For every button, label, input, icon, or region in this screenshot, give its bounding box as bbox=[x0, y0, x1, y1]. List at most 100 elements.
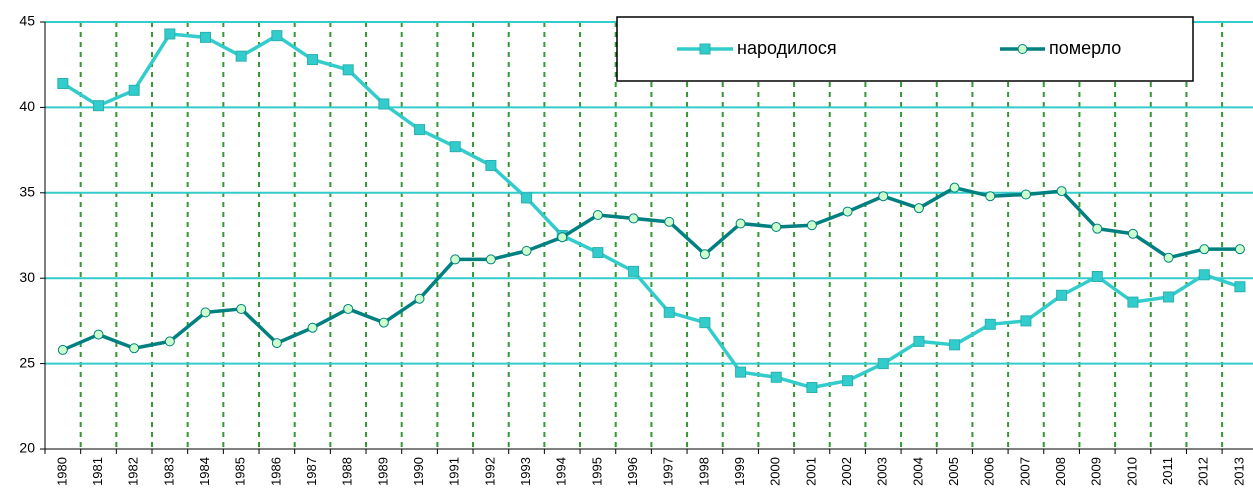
x-tick-label: 1985 bbox=[233, 457, 248, 486]
data-point bbox=[806, 220, 817, 231]
x-tick-label: 2006 bbox=[982, 457, 997, 486]
x-tick-label: 1989 bbox=[375, 457, 390, 486]
x-tick-label: 2005 bbox=[946, 457, 961, 486]
data-point bbox=[378, 98, 390, 110]
data-point bbox=[699, 317, 711, 329]
data-point bbox=[592, 210, 603, 221]
x-tick-label: 1983 bbox=[161, 457, 176, 486]
data-point bbox=[93, 100, 105, 112]
data-point bbox=[770, 371, 782, 383]
x-tick-label: 2003 bbox=[875, 457, 890, 486]
data-point bbox=[128, 84, 140, 96]
x-tick-label: 1997 bbox=[661, 457, 676, 486]
data-point bbox=[984, 318, 996, 330]
data-point bbox=[842, 206, 853, 217]
x-tick-label: 1984 bbox=[197, 457, 212, 486]
data-point bbox=[842, 375, 854, 387]
data-point bbox=[1163, 291, 1175, 303]
x-tick-label: 2000 bbox=[768, 457, 783, 486]
data-point bbox=[771, 221, 782, 232]
data-point bbox=[878, 191, 889, 202]
data-point bbox=[949, 182, 960, 193]
data-point bbox=[699, 249, 710, 260]
data-point bbox=[200, 31, 212, 43]
data-point bbox=[1163, 252, 1174, 263]
x-tick-label: 1988 bbox=[340, 457, 355, 486]
x-tick-label: 1987 bbox=[304, 457, 319, 486]
series-line bbox=[62, 185, 1240, 352]
data-point bbox=[271, 338, 282, 349]
data-point bbox=[450, 254, 461, 265]
x-tick-label: 2001 bbox=[803, 457, 818, 486]
data-point bbox=[1020, 315, 1032, 327]
y-tick-label: 30 bbox=[19, 269, 35, 285]
legend-marker bbox=[1017, 44, 1028, 54]
data-point bbox=[307, 322, 318, 333]
x-tick-label: 1992 bbox=[482, 457, 497, 486]
x-tick-label: 1991 bbox=[447, 457, 462, 486]
data-point bbox=[235, 50, 247, 62]
data-point bbox=[1056, 289, 1068, 301]
y-tick-label: 45 bbox=[19, 13, 35, 29]
data-point bbox=[1127, 228, 1138, 239]
data-point bbox=[449, 141, 461, 153]
legend-label: померло bbox=[1049, 38, 1121, 58]
data-point bbox=[806, 382, 818, 394]
x-tick-label: 2009 bbox=[1089, 457, 1104, 486]
data-point bbox=[1127, 296, 1139, 308]
data-point bbox=[271, 30, 283, 42]
x-tick-label: 2013 bbox=[1231, 457, 1246, 486]
data-point bbox=[628, 265, 640, 277]
y-tick-label: 25 bbox=[19, 354, 35, 370]
data-point bbox=[521, 192, 533, 204]
legend-marker bbox=[699, 43, 711, 55]
x-tick-label: 1996 bbox=[625, 457, 640, 486]
data-point bbox=[1234, 281, 1246, 293]
data-point bbox=[57, 344, 68, 355]
data-point bbox=[1198, 269, 1210, 281]
data-point bbox=[985, 191, 996, 202]
data-point bbox=[521, 245, 532, 256]
data-point bbox=[663, 306, 675, 318]
x-tick-label: 2011 bbox=[1160, 457, 1175, 485]
data-point bbox=[735, 218, 746, 229]
data-point bbox=[164, 336, 175, 347]
x-tick-label: 2008 bbox=[1053, 457, 1068, 486]
data-point bbox=[592, 247, 604, 259]
series-line bbox=[61, 32, 1241, 390]
y-tick-label: 20 bbox=[19, 440, 35, 456]
data-point bbox=[414, 124, 426, 136]
data-point bbox=[735, 366, 747, 378]
data-point bbox=[200, 307, 211, 318]
legend: народилося померло bbox=[616, 16, 1194, 82]
data-point bbox=[628, 213, 639, 224]
x-tick-label: 1998 bbox=[696, 457, 711, 486]
data-point bbox=[307, 54, 319, 66]
data-point bbox=[129, 343, 140, 354]
data-point bbox=[913, 203, 924, 214]
x-tick-label: 1994 bbox=[554, 457, 569, 486]
x-tick-label: 1982 bbox=[126, 457, 141, 486]
data-point bbox=[949, 339, 961, 351]
legend-label: народилося bbox=[737, 38, 837, 58]
data-point bbox=[378, 317, 389, 328]
x-tick-label: 1981 bbox=[90, 457, 105, 486]
x-tick-label: 2012 bbox=[1196, 457, 1211, 486]
data-point bbox=[1234, 244, 1245, 255]
data-point bbox=[1056, 186, 1067, 197]
data-point bbox=[343, 303, 354, 314]
data-point bbox=[913, 335, 925, 347]
x-tick-label: 1986 bbox=[268, 457, 283, 486]
x-tick-label: 2002 bbox=[839, 457, 854, 486]
x-tick-label: 2007 bbox=[1017, 457, 1032, 486]
data-point bbox=[1091, 270, 1103, 282]
x-tick-label: 2010 bbox=[1124, 457, 1139, 486]
data-point bbox=[236, 303, 247, 314]
data-point bbox=[664, 216, 675, 227]
x-tick-label: 1993 bbox=[518, 457, 533, 486]
data-point bbox=[164, 28, 176, 40]
data-point bbox=[57, 77, 69, 89]
data-point bbox=[485, 254, 496, 265]
